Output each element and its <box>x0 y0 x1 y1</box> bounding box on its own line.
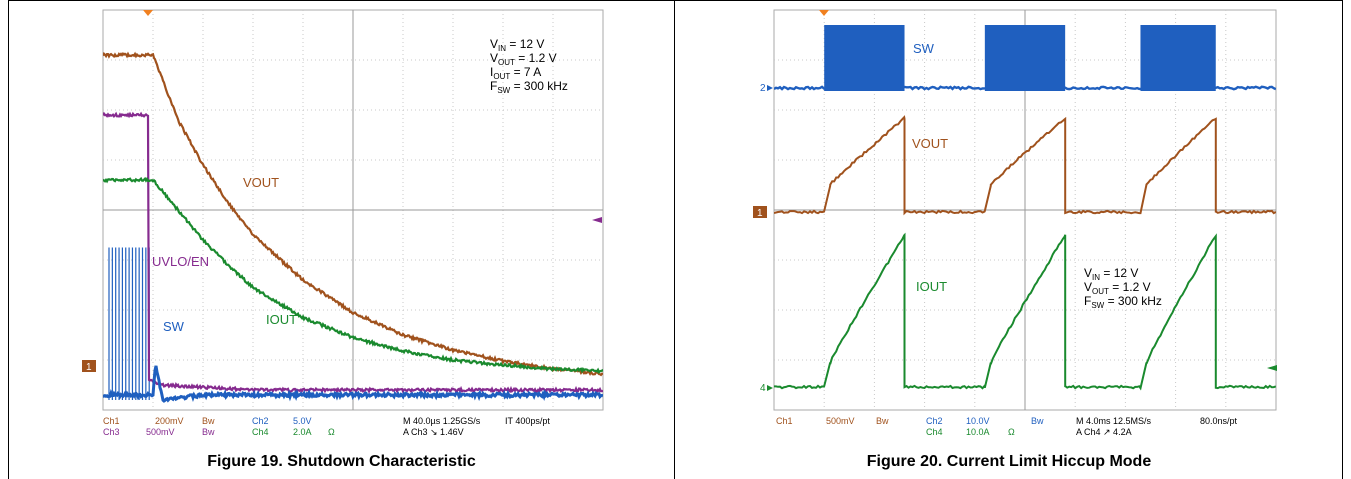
svg-text:Ω: Ω <box>328 427 335 437</box>
svg-text:A Ch4 ↗ 4.2A: A Ch4 ↗ 4.2A <box>1076 427 1132 437</box>
svg-text:M 4.0ms 12.5MS/s: M 4.0ms 12.5MS/s <box>1076 416 1152 426</box>
figure-19-scope: 1 VIN = 12 VVOUT = 1.2 VIOUT = 7 AFSW = … <box>82 10 603 437</box>
channel-marker-1: 1 <box>753 206 767 219</box>
sw-switching-burst <box>985 25 1065 91</box>
svg-text:Bw: Bw <box>202 427 215 437</box>
trace-label-sw: SW <box>913 41 935 56</box>
svg-text:Bw: Bw <box>1031 416 1044 426</box>
svg-text:Bw: Bw <box>876 416 889 426</box>
svg-text:M 40.0µs 1.25GS/s: M 40.0µs 1.25GS/s <box>403 416 481 426</box>
svg-text:Ch1: Ch1 <box>776 416 793 426</box>
svg-text:Ch4: Ch4 <box>926 427 943 437</box>
figure-19-caption: Figure 19. Shutdown Characteristic <box>8 453 675 471</box>
svg-text:5.0V: 5.0V <box>293 416 312 426</box>
svg-text:IT 400ps/pt: IT 400ps/pt <box>505 416 550 426</box>
svg-text:200mV: 200mV <box>155 416 184 426</box>
channel-marker-4: 4 <box>760 383 773 394</box>
svg-text:500mV: 500mV <box>146 427 175 437</box>
svg-text:10.0A: 10.0A <box>966 427 990 437</box>
status-bar: Ch1 500mV Bw Ch2 10.0V Bw M 4.0ms 12.5MS… <box>776 416 1238 437</box>
figure-20-caption: Figure 20. Current Limit Hiccup Mode <box>675 453 1343 471</box>
channel-marker-2: 2 <box>760 83 773 94</box>
figure-20-scope: 2 1 4 VIN = 12 VVOUT = 1.2 VFSW = 300 kH… <box>753 10 1277 437</box>
trace-label-vout: VOUT <box>912 136 948 151</box>
svg-text:Ch2: Ch2 <box>926 416 943 426</box>
svg-text:4: 4 <box>760 383 766 394</box>
svg-text:Ch3: Ch3 <box>103 427 120 437</box>
trace-label-vout: VOUT <box>243 175 279 190</box>
sw-switching-burst <box>824 25 904 91</box>
svg-text:500mV: 500mV <box>826 416 855 426</box>
svg-text:1: 1 <box>757 208 763 219</box>
svg-text:Bw: Bw <box>202 416 215 426</box>
svg-text:Ω: Ω <box>1008 427 1015 437</box>
trace-label-iout: IOUT <box>916 279 947 294</box>
trace-label-sw: SW <box>163 319 185 334</box>
sw-switching-burst <box>1140 25 1215 91</box>
trace-label-iout: IOUT <box>266 312 297 327</box>
trace-label-uvlo-en: UVLO/EN <box>152 254 209 269</box>
channel-marker-1: 1 <box>82 360 96 373</box>
svg-text:A Ch3 ↘ 1.46V: A Ch3 ↘ 1.46V <box>403 427 464 437</box>
status-bar: Ch1 200mV Bw Ch2 5.0V M 40.0µs 1.25GS/s … <box>103 416 550 437</box>
svg-text:2: 2 <box>760 83 766 94</box>
svg-text:80.0ns/pt: 80.0ns/pt <box>1200 416 1238 426</box>
svg-text:1: 1 <box>86 362 92 373</box>
svg-text:2.0A: 2.0A <box>293 427 312 437</box>
svg-text:Ch4: Ch4 <box>252 427 269 437</box>
svg-text:Ch1: Ch1 <box>103 416 120 426</box>
svg-text:10.0V: 10.0V <box>966 416 990 426</box>
svg-text:Ch2: Ch2 <box>252 416 269 426</box>
